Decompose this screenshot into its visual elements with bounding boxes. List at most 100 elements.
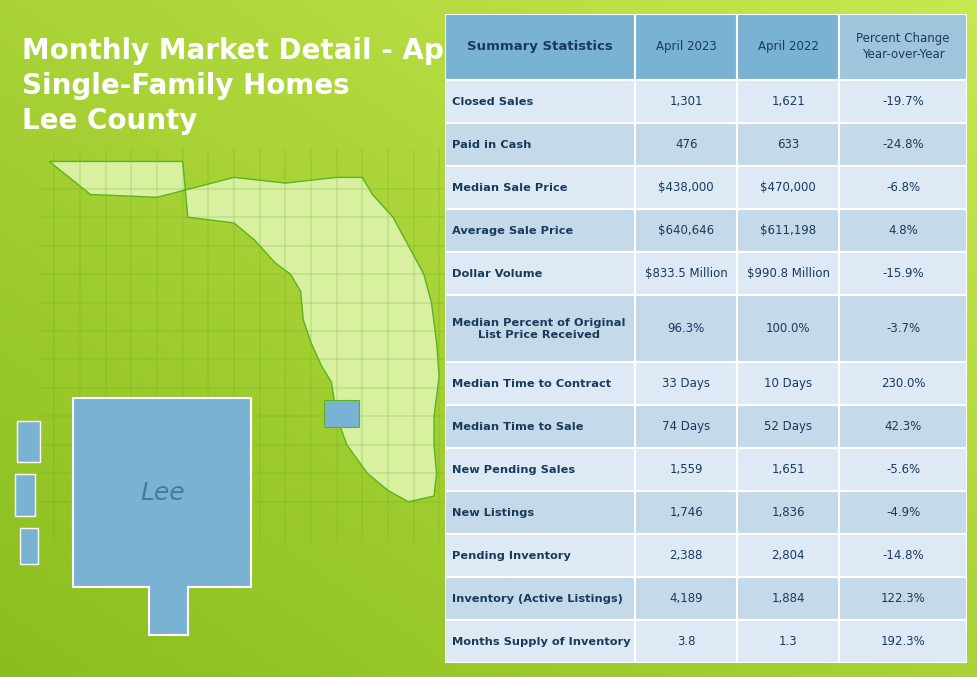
Text: 633: 633 xyxy=(777,138,799,152)
FancyBboxPatch shape xyxy=(635,81,738,123)
FancyBboxPatch shape xyxy=(738,123,839,167)
FancyBboxPatch shape xyxy=(635,448,738,492)
FancyBboxPatch shape xyxy=(738,167,839,209)
FancyBboxPatch shape xyxy=(635,577,738,620)
FancyBboxPatch shape xyxy=(445,620,635,663)
Text: -3.7%: -3.7% xyxy=(886,322,920,335)
Polygon shape xyxy=(20,528,38,563)
Polygon shape xyxy=(73,397,251,635)
Text: 192.3%: 192.3% xyxy=(881,636,925,649)
FancyBboxPatch shape xyxy=(839,167,967,209)
Text: 4.8%: 4.8% xyxy=(888,224,918,238)
Circle shape xyxy=(697,35,738,61)
FancyBboxPatch shape xyxy=(738,577,839,620)
FancyBboxPatch shape xyxy=(635,253,738,295)
Text: Percent Change
Year-over-Year: Percent Change Year-over-Year xyxy=(857,32,950,62)
FancyBboxPatch shape xyxy=(635,406,738,448)
FancyBboxPatch shape xyxy=(839,448,967,492)
Text: Closed Sales: Closed Sales xyxy=(452,97,533,107)
FancyBboxPatch shape xyxy=(738,406,839,448)
Text: Median Time to Sale: Median Time to Sale xyxy=(452,422,584,432)
FancyBboxPatch shape xyxy=(445,406,635,448)
FancyBboxPatch shape xyxy=(445,14,635,81)
FancyBboxPatch shape xyxy=(445,295,635,362)
FancyBboxPatch shape xyxy=(738,534,839,577)
Text: Florida: Florida xyxy=(766,124,827,139)
Text: 2,388: 2,388 xyxy=(669,549,703,563)
Text: Realtors: Realtors xyxy=(760,148,832,163)
Text: ®: ® xyxy=(909,151,918,160)
Text: -15.9%: -15.9% xyxy=(882,267,924,280)
Text: $438,000: $438,000 xyxy=(658,181,714,194)
Text: Inventory (Active Listings): Inventory (Active Listings) xyxy=(452,594,623,604)
FancyBboxPatch shape xyxy=(766,39,828,102)
Text: New Listings: New Listings xyxy=(452,508,534,518)
FancyBboxPatch shape xyxy=(445,253,635,295)
FancyBboxPatch shape xyxy=(445,209,635,253)
Text: Monthly Market Detail - April 2023: Monthly Market Detail - April 2023 xyxy=(22,37,564,65)
Text: ®: ® xyxy=(930,33,938,39)
Text: New Pending Sales: New Pending Sales xyxy=(452,465,575,475)
Text: $833.5 Million: $833.5 Million xyxy=(645,267,728,280)
Text: Paid in Cash: Paid in Cash xyxy=(452,140,531,150)
FancyBboxPatch shape xyxy=(850,52,901,111)
FancyBboxPatch shape xyxy=(738,209,839,253)
FancyBboxPatch shape xyxy=(839,534,967,577)
Text: -14.8%: -14.8% xyxy=(882,549,924,563)
Text: -6.8%: -6.8% xyxy=(886,181,920,194)
FancyBboxPatch shape xyxy=(839,14,967,81)
Circle shape xyxy=(925,30,943,42)
Text: $990.8 Million: $990.8 Million xyxy=(746,267,829,280)
FancyBboxPatch shape xyxy=(635,534,738,577)
Text: 1,746: 1,746 xyxy=(669,506,703,519)
FancyBboxPatch shape xyxy=(635,14,738,81)
Text: Lee County: Lee County xyxy=(22,107,197,135)
Text: -19.7%: -19.7% xyxy=(882,95,924,108)
Text: 42.3%: 42.3% xyxy=(884,420,922,433)
FancyBboxPatch shape xyxy=(692,52,743,111)
FancyBboxPatch shape xyxy=(839,253,967,295)
Polygon shape xyxy=(323,401,359,427)
Circle shape xyxy=(772,20,821,52)
FancyBboxPatch shape xyxy=(738,362,839,406)
FancyBboxPatch shape xyxy=(839,81,967,123)
Text: 1,621: 1,621 xyxy=(771,95,805,108)
Text: Pending Inventory: Pending Inventory xyxy=(452,551,572,561)
Text: 1.3: 1.3 xyxy=(779,636,797,649)
Text: 74 Days: 74 Days xyxy=(662,420,710,433)
FancyBboxPatch shape xyxy=(445,448,635,492)
Text: 1,836: 1,836 xyxy=(772,506,805,519)
FancyBboxPatch shape xyxy=(445,577,635,620)
FancyBboxPatch shape xyxy=(839,295,967,362)
Text: 1,559: 1,559 xyxy=(669,463,703,477)
Text: 96.3%: 96.3% xyxy=(667,322,705,335)
FancyBboxPatch shape xyxy=(445,167,635,209)
FancyBboxPatch shape xyxy=(839,406,967,448)
Text: April 2022: April 2022 xyxy=(758,41,819,53)
FancyBboxPatch shape xyxy=(839,620,967,663)
Text: 230.0%: 230.0% xyxy=(881,377,925,390)
FancyBboxPatch shape xyxy=(738,492,839,534)
Text: Summary Statistics: Summary Statistics xyxy=(467,41,613,53)
FancyBboxPatch shape xyxy=(839,123,967,167)
Polygon shape xyxy=(50,161,440,502)
Text: 2,804: 2,804 xyxy=(772,549,805,563)
FancyBboxPatch shape xyxy=(738,295,839,362)
Text: 33 Days: 33 Days xyxy=(662,377,710,390)
Polygon shape xyxy=(664,108,928,175)
Text: 100.0%: 100.0% xyxy=(766,322,811,335)
FancyBboxPatch shape xyxy=(635,362,738,406)
Text: Median Percent of Original
List Price Received: Median Percent of Original List Price Re… xyxy=(452,318,626,340)
FancyBboxPatch shape xyxy=(839,577,967,620)
Text: Months Supply of Inventory: Months Supply of Inventory xyxy=(452,637,631,647)
Text: 476: 476 xyxy=(675,138,698,152)
FancyBboxPatch shape xyxy=(738,14,839,81)
FancyBboxPatch shape xyxy=(839,362,967,406)
Text: Median Time to Contract: Median Time to Contract xyxy=(452,378,612,389)
FancyBboxPatch shape xyxy=(445,123,635,167)
Text: 1,884: 1,884 xyxy=(772,592,805,605)
Text: The Voice for Real Estate® in Florida: The Voice for Real Estate® in Florida xyxy=(726,176,867,185)
Text: -24.8%: -24.8% xyxy=(882,138,924,152)
FancyBboxPatch shape xyxy=(738,81,839,123)
Text: Median Sale Price: Median Sale Price xyxy=(452,183,568,193)
